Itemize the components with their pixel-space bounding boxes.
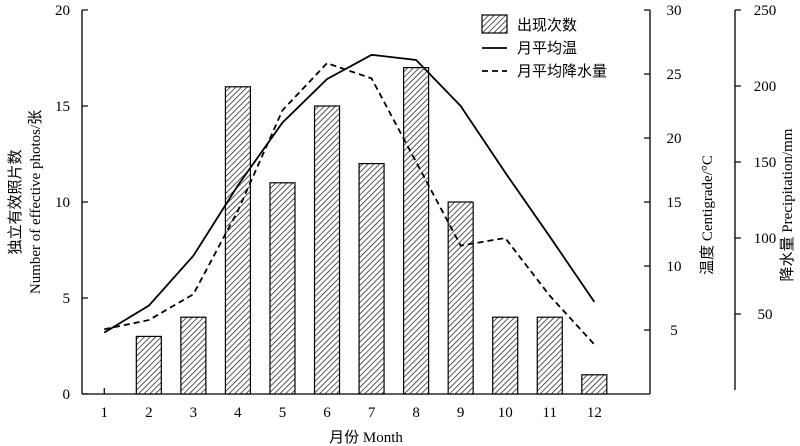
x-tick-label: 1 [101, 405, 109, 421]
occurrence-bar [536, 316, 563, 395]
occurrence-bar [403, 66, 430, 395]
left-axis-title-en: Number of effective photos/张 [27, 110, 44, 294]
x-tick-label: 2 [145, 405, 153, 421]
temperature-tick-label: 5 [670, 323, 678, 339]
legend-precipitation-label: 月平均降水量 [517, 63, 607, 80]
occurrence-bar [492, 316, 519, 395]
x-tick-label: 8 [412, 405, 420, 421]
occurrence-bar [269, 182, 296, 395]
x-tick-label: 7 [368, 405, 376, 421]
x-tick-label: 11 [543, 405, 557, 421]
precipitation-axis-title: 降水量 Precipitation/mm [779, 128, 796, 281]
precipitation-tick-label: 100 [754, 231, 777, 247]
occurrence-bar [358, 163, 385, 395]
x-tick-label: 3 [190, 405, 198, 421]
temperature-tick-label: 30 [667, 3, 682, 19]
occurrence-bar [135, 335, 162, 395]
left-tick-label: 0 [63, 387, 71, 403]
occurrence-bar [581, 374, 608, 395]
left-tick-label: 20 [55, 3, 70, 19]
occurrence-bar [224, 86, 252, 395]
x-tick-label: 10 [498, 405, 513, 421]
temperature-tick-label: 10 [667, 259, 682, 275]
temperature-axis-title: 温度 Centigrade/°C [699, 155, 716, 275]
lines-layer [103, 53, 596, 346]
x-tick-label: 6 [323, 405, 331, 421]
occurrence-bar [447, 201, 474, 395]
temperature-tick-label: 20 [667, 131, 682, 147]
x-tick-label: 4 [234, 405, 242, 421]
precipitation-tick-label: 200 [754, 79, 777, 95]
temperature-line [103, 53, 596, 334]
temperature-tick-label: 15 [667, 195, 682, 211]
precipitation-tick-label: 50 [758, 307, 773, 323]
x-tick-label: 5 [279, 405, 287, 421]
legend-temperature-label: 月平均温 [517, 40, 577, 57]
left-tick-label: 5 [63, 291, 71, 307]
x-tick-label: 9 [457, 405, 465, 421]
precipitation-tick-label: 150 [754, 155, 777, 171]
left-tick-label: 10 [55, 195, 70, 211]
x-axis-title: 月份 Month [329, 429, 403, 446]
precipitation-line [104, 62, 595, 346]
left-tick-label: 15 [55, 99, 70, 115]
legend-bar-label: 出现次数 [517, 17, 577, 34]
temperature-tick-label: 25 [667, 67, 682, 83]
left-axis-title-cn: 独立有效照片数 [7, 149, 24, 254]
occurrence-bar [180, 316, 207, 395]
x-tick-label: 12 [587, 405, 602, 421]
legend-bar-swatch [481, 14, 508, 34]
bars-layer [135, 66, 608, 395]
occurrence-bar [313, 105, 341, 395]
precipitation-tick-label: 250 [754, 3, 777, 19]
axes-layer: 1 2 3 4 5 6 7 8 9 10 11 120510152051015202530501001… [7, 3, 796, 446]
